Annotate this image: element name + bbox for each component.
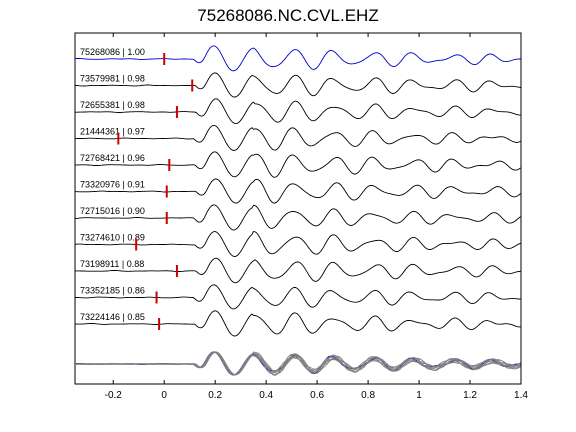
waveform-trace-6 bbox=[74, 178, 521, 204]
x-tick-label-5: 0.8 bbox=[361, 390, 375, 401]
x-tick-label-8: 1.4 bbox=[514, 390, 528, 401]
x-axis-ticks: -0.2 0 0.2 0.4 0.6 0.8 1 1.2 1.4 bbox=[105, 33, 528, 401]
trace-label-9: 73198911 | 0.88 bbox=[80, 259, 144, 269]
plot-frame bbox=[74, 32, 522, 385]
trace-label-8: 73274610 | 0.89 bbox=[80, 233, 145, 243]
x-tick-label-1: 0 bbox=[161, 390, 167, 401]
chart-title: 75268086.NC.CVL.EHZ bbox=[197, 6, 379, 25]
trace-label-7: 72715016 | 0.90 bbox=[80, 206, 145, 216]
trace-label-6: 73320976 | 0.91 bbox=[80, 180, 145, 190]
x-tick-label-3: 0.4 bbox=[259, 390, 273, 401]
waveform-trace-9 bbox=[74, 257, 521, 284]
x-tick-label-4: 0.6 bbox=[310, 390, 324, 401]
trace-label-1: 75268086 | 1.00 bbox=[80, 47, 145, 57]
waveform-trace-3 bbox=[75, 98, 521, 125]
x-tick-label-7: 1.2 bbox=[463, 390, 477, 401]
traces-layer bbox=[74, 45, 521, 337]
stack-trace-11 bbox=[74, 351, 521, 376]
stack-layer bbox=[74, 351, 521, 376]
trace-label-2: 73579981 | 0.98 bbox=[80, 74, 145, 84]
pick-markers-layer bbox=[117, 53, 194, 330]
trace-label-3: 72655381 | 0.98 bbox=[80, 100, 145, 110]
trace-label-11: 73224146 | 0.85 bbox=[80, 312, 145, 322]
waveform-trace-7 bbox=[74, 204, 521, 231]
waveform-trace-4 bbox=[75, 124, 521, 151]
x-tick-label-6: 1 bbox=[416, 390, 422, 401]
trace-label-4: 21444361 | 0.97 bbox=[80, 127, 145, 137]
waveform-trace-11 bbox=[74, 310, 521, 337]
waveform-trace-1 bbox=[74, 45, 521, 72]
x-tick-label-0: -0.2 bbox=[105, 390, 123, 401]
waveform-trace-5 bbox=[75, 151, 521, 178]
waveform-trace-8 bbox=[74, 230, 521, 257]
trace-label-5: 72768421 | 0.96 bbox=[80, 153, 145, 163]
waveform-trace-2 bbox=[74, 72, 521, 98]
x-tick-label-2: 0.2 bbox=[208, 390, 222, 401]
waveform-trace-10 bbox=[75, 284, 521, 310]
trace-label-10: 73352185 | 0.86 bbox=[80, 286, 145, 296]
trace-labels-layer: 75268086 | 1.00 73579981 | 0.98 72655381 |… bbox=[80, 47, 145, 322]
